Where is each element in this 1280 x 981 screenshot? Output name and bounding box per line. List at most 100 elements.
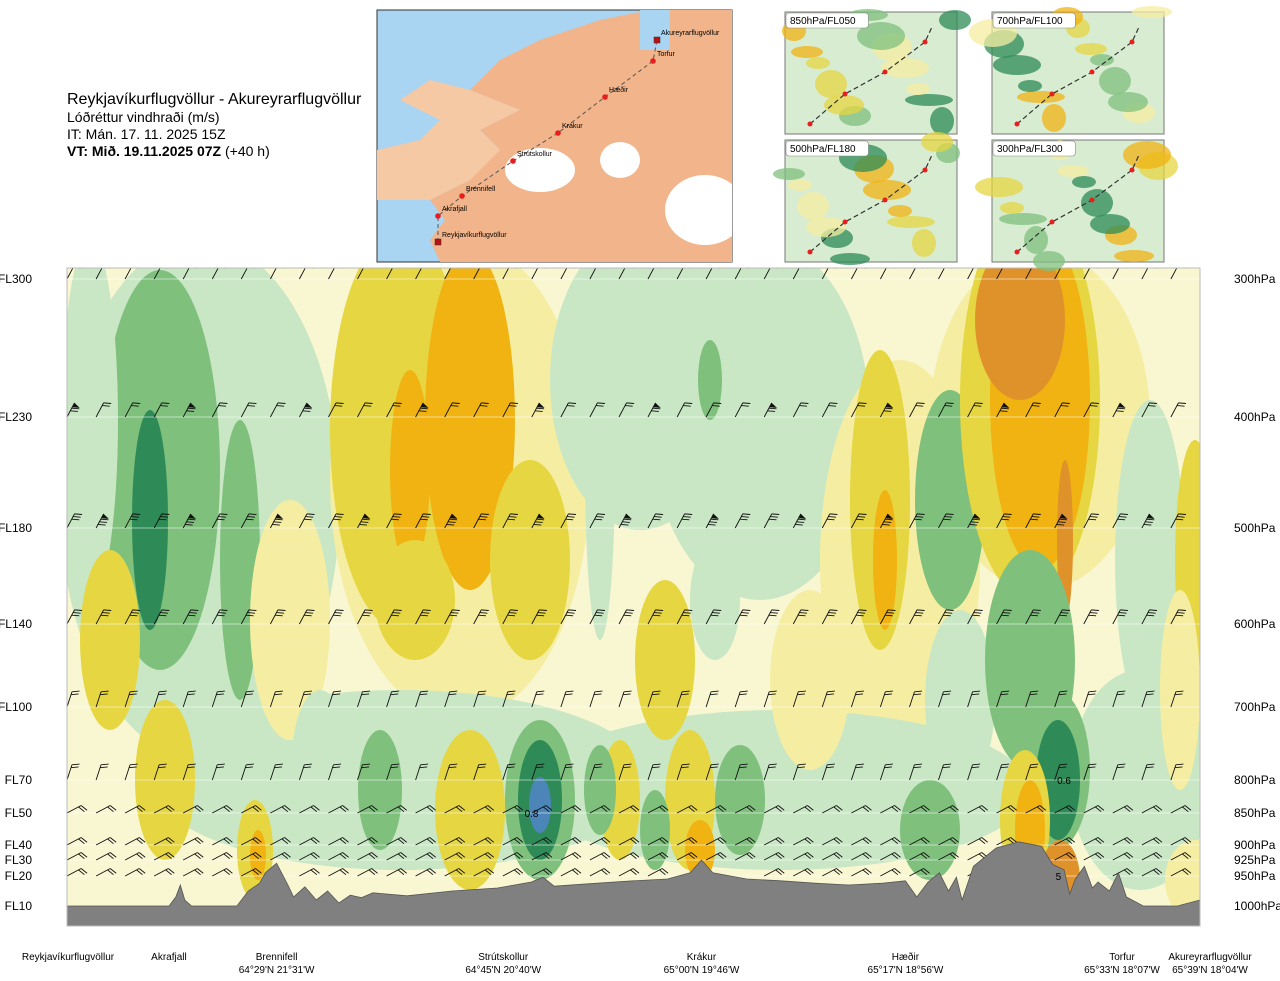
wind-barb <box>299 837 320 846</box>
wind-barb <box>589 513 606 529</box>
wind-barb <box>1112 868 1134 877</box>
wind-barb <box>95 868 117 877</box>
contour-label: 5 <box>1056 872 1062 883</box>
wind-barb <box>821 763 835 781</box>
wind-barb <box>502 837 524 846</box>
wind-barb <box>531 868 553 877</box>
wind-barb <box>328 609 344 625</box>
vertical-wind-field <box>67 268 1200 926</box>
wind-barb <box>1112 609 1128 625</box>
wind-barb <box>153 763 167 781</box>
wind-barb <box>996 763 1010 781</box>
wind-barb <box>124 609 141 625</box>
wind-barb <box>996 690 1010 708</box>
wind-barb <box>705 402 722 418</box>
wind-barb <box>1199 764 1200 781</box>
map-waypoint-label: Akureyrarflugvöllur <box>661 30 720 37</box>
wind-barb <box>1112 805 1134 814</box>
wind-barb <box>67 763 80 781</box>
wind-barb <box>763 837 785 846</box>
wind-barb <box>1199 513 1200 529</box>
wind-barb <box>938 852 959 861</box>
wind-barb <box>763 402 777 418</box>
wind-barb <box>821 690 835 708</box>
wind-barb <box>763 868 785 877</box>
glacier-hofsjokull <box>600 142 640 178</box>
waypoint-coord: 65°33'N 18°07'W <box>1084 965 1160 976</box>
wind-barb <box>212 868 233 877</box>
wind-barb <box>1083 513 1099 529</box>
wind-barb <box>153 402 170 418</box>
wind-barb <box>67 852 88 861</box>
hpa-tick-label: 800hPa <box>1234 773 1276 787</box>
thumbnail-map[interactable]: 500hPa/FL180 <box>773 132 960 265</box>
wind-barb <box>1141 805 1163 814</box>
wind-barb <box>996 402 1010 418</box>
wind-barb <box>560 763 574 781</box>
wind-barb <box>1054 609 1070 625</box>
wind-barb <box>444 763 458 781</box>
wind-barb <box>589 805 611 814</box>
wind-barb <box>647 513 664 529</box>
wind-barb <box>444 513 458 529</box>
wind-barb <box>705 852 727 861</box>
wind-barb <box>851 868 872 877</box>
wind-barb <box>850 690 864 708</box>
wind-barb <box>618 852 640 861</box>
wind-barb <box>763 690 777 708</box>
wind-barb <box>95 763 109 781</box>
map-waypoint-label: Brennifell <box>466 186 496 193</box>
wind-barb <box>1025 690 1039 708</box>
wind-barb <box>1141 609 1158 625</box>
hpa-tick-label: 300hPa <box>1234 272 1276 286</box>
wind-barb <box>1112 763 1126 781</box>
wind-barb <box>211 513 228 529</box>
wind-barb <box>909 690 923 708</box>
wind-barb <box>212 837 233 846</box>
wind-barb <box>560 513 577 529</box>
hpa-tick-label: 600hPa <box>1234 617 1276 631</box>
thumbnail-map[interactable]: 850hPa/FL050 <box>782 9 971 135</box>
wind-barb <box>938 805 959 814</box>
thumbnail-map[interactable]: 700hPa/FL100 <box>969 6 1172 135</box>
waypoint-coord: 65°39'N 18°04'W <box>1172 965 1248 976</box>
fl-tick-label: FL10 <box>5 899 33 913</box>
hpa-tick-label: 1000hPa <box>1234 899 1280 913</box>
wind-barb <box>357 763 371 781</box>
wind-barb <box>1083 609 1099 625</box>
wind-barb <box>1054 690 1068 708</box>
wind-barb <box>822 805 843 814</box>
wind-barb <box>153 690 167 708</box>
wind-barb <box>357 609 373 625</box>
thumbnail-map[interactable]: 300hPa/FL300 <box>975 139 1178 271</box>
wind-barb <box>792 513 807 529</box>
wind-barb <box>705 763 719 781</box>
fl-tick-label: FL30 <box>5 853 33 867</box>
wind-barb <box>444 690 458 708</box>
wind-barb <box>996 805 1017 814</box>
wind-barb <box>473 837 495 846</box>
wind-barb <box>415 805 436 814</box>
wind-barb <box>415 609 431 625</box>
wind-barb <box>996 837 1017 846</box>
waypoint-marker <box>435 213 441 219</box>
wind-barb <box>909 763 923 781</box>
wind-barb <box>67 402 80 418</box>
wind-barb <box>676 837 698 846</box>
wind-barb <box>67 837 88 846</box>
wind-barb <box>763 852 785 861</box>
wind-barb <box>67 513 83 529</box>
plot-frame <box>66 267 1201 927</box>
wind-barb <box>792 763 806 781</box>
hpa-tick-label: 500hPa <box>1234 521 1276 535</box>
map-land <box>430 10 732 262</box>
wind-barb <box>734 609 751 625</box>
wind-barb <box>1141 852 1163 861</box>
terrain-profile <box>67 841 1200 926</box>
wind-barb <box>763 805 785 814</box>
wind-barb <box>531 852 553 861</box>
wind-barb <box>67 609 83 625</box>
wind-barb <box>967 837 988 846</box>
wind-barb <box>589 837 611 846</box>
